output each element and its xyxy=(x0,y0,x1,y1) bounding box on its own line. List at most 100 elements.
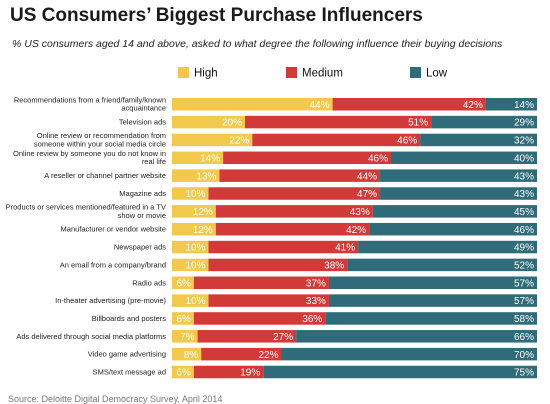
value-label-high: 44% xyxy=(310,100,330,111)
chart-subtitle: % US consumers aged 14 and above, asked … xyxy=(12,38,503,50)
legend-swatch-high xyxy=(178,67,189,78)
value-label-low: 58% xyxy=(514,314,534,325)
value-label-medium: 27% xyxy=(273,332,293,343)
bar-low xyxy=(431,115,537,129)
bar-medium xyxy=(332,98,486,111)
legend-label-medium: Medium xyxy=(302,68,343,80)
value-label-medium: 43% xyxy=(350,207,370,218)
category-label: SMS/text message ad xyxy=(93,368,166,377)
bar-high xyxy=(172,258,209,272)
value-label-high: 10% xyxy=(185,189,205,200)
bar-medium xyxy=(193,365,264,379)
legend-swatch-medium xyxy=(286,67,297,78)
bar-medium xyxy=(245,115,432,129)
bar-high xyxy=(172,312,194,325)
bar-medium xyxy=(215,222,370,236)
bar-high xyxy=(172,365,194,379)
value-label-medium: 44% xyxy=(357,171,377,182)
value-label-high: 14% xyxy=(200,153,220,164)
bar-low xyxy=(296,330,537,343)
value-label-high: 13% xyxy=(196,171,216,182)
category-label: An email from a company/brand xyxy=(60,260,166,269)
value-label-low: 66% xyxy=(514,332,534,343)
bar-high xyxy=(172,187,209,200)
value-label-low: 43% xyxy=(514,189,534,200)
value-label-high: 12% xyxy=(193,207,213,218)
bar-low xyxy=(281,347,537,361)
category-label: Manufacturer or vendor website xyxy=(61,225,166,234)
bar-medium xyxy=(208,187,381,200)
value-label-low: 45% xyxy=(514,207,534,218)
value-label-low: 57% xyxy=(514,296,534,307)
legend-label-low: Low xyxy=(426,68,448,80)
category-label: Ads delivered through social media platf… xyxy=(16,332,166,341)
bar-high xyxy=(172,205,216,218)
bar-high xyxy=(172,151,224,165)
category-label: Recommendations from a friend/family/kno… xyxy=(14,95,166,112)
value-label-low: 43% xyxy=(514,171,534,182)
value-label-low: 29% xyxy=(514,118,534,129)
category-label: Newspaper ads xyxy=(114,243,166,252)
bar-low xyxy=(485,98,537,111)
bar-high xyxy=(172,222,216,236)
bar-low xyxy=(391,151,537,165)
bar-low xyxy=(380,187,537,200)
bar-medium xyxy=(252,133,421,147)
value-label-high: 20% xyxy=(222,118,242,129)
bar-high xyxy=(172,276,194,289)
category-label: Video game advertising xyxy=(88,350,166,359)
value-label-high: 6% xyxy=(176,368,191,379)
bar-medium xyxy=(193,312,326,325)
value-label-high: 10% xyxy=(185,261,205,272)
category-label: Radio ads xyxy=(132,278,166,287)
category-label: A reseller or channel partner website xyxy=(44,171,166,180)
value-label-medium: 42% xyxy=(346,225,366,236)
value-label-low: 70% xyxy=(514,350,534,361)
bar-low xyxy=(420,133,537,147)
bar-high xyxy=(172,115,245,129)
value-label-low: 49% xyxy=(514,243,534,254)
value-label-low: 52% xyxy=(514,261,534,272)
value-label-medium: 47% xyxy=(357,189,377,200)
bar-low xyxy=(358,240,537,254)
chart-title: US Consumers’ Biggest Purchase Influence… xyxy=(10,5,423,26)
bar-medium xyxy=(208,258,348,272)
bar-medium xyxy=(193,276,329,289)
value-label-low: 40% xyxy=(514,153,534,164)
value-label-high: 10% xyxy=(185,296,205,307)
bar-low xyxy=(263,365,537,379)
bar-medium xyxy=(201,347,282,361)
bar-high xyxy=(172,294,209,307)
value-label-medium: 36% xyxy=(302,314,322,325)
bar-high xyxy=(172,98,333,111)
bar-low xyxy=(372,205,537,218)
source-note: Source: Deloitte Digital Democracy Surve… xyxy=(8,394,223,404)
bar-low xyxy=(328,276,537,289)
bar-low xyxy=(347,258,537,272)
category-label: Television ads xyxy=(119,118,166,127)
value-label-medium: 51% xyxy=(408,118,428,129)
value-label-low: 14% xyxy=(514,100,534,111)
value-label-medium: 46% xyxy=(368,153,388,164)
bar-low xyxy=(369,222,537,236)
bar-high xyxy=(172,330,198,343)
value-label-high: 7% xyxy=(180,332,195,343)
value-label-low: 46% xyxy=(514,225,534,236)
bar-medium xyxy=(197,330,297,343)
bar-low xyxy=(328,294,537,307)
value-label-medium: 19% xyxy=(240,368,260,379)
value-label-medium: 33% xyxy=(306,296,326,307)
value-label-medium: 42% xyxy=(463,100,483,111)
bar-high xyxy=(172,347,202,361)
bar-low xyxy=(325,312,537,325)
value-label-high: 10% xyxy=(185,243,205,254)
bar-medium xyxy=(208,240,359,254)
legend-swatch-low xyxy=(410,67,421,78)
value-label-high: 12% xyxy=(193,225,213,236)
bar-high xyxy=(172,169,220,182)
bar-medium xyxy=(208,294,329,307)
bar-medium xyxy=(223,151,391,165)
value-label-low: 57% xyxy=(514,278,534,289)
category-label: Online review or recommendation from some… xyxy=(34,131,166,148)
